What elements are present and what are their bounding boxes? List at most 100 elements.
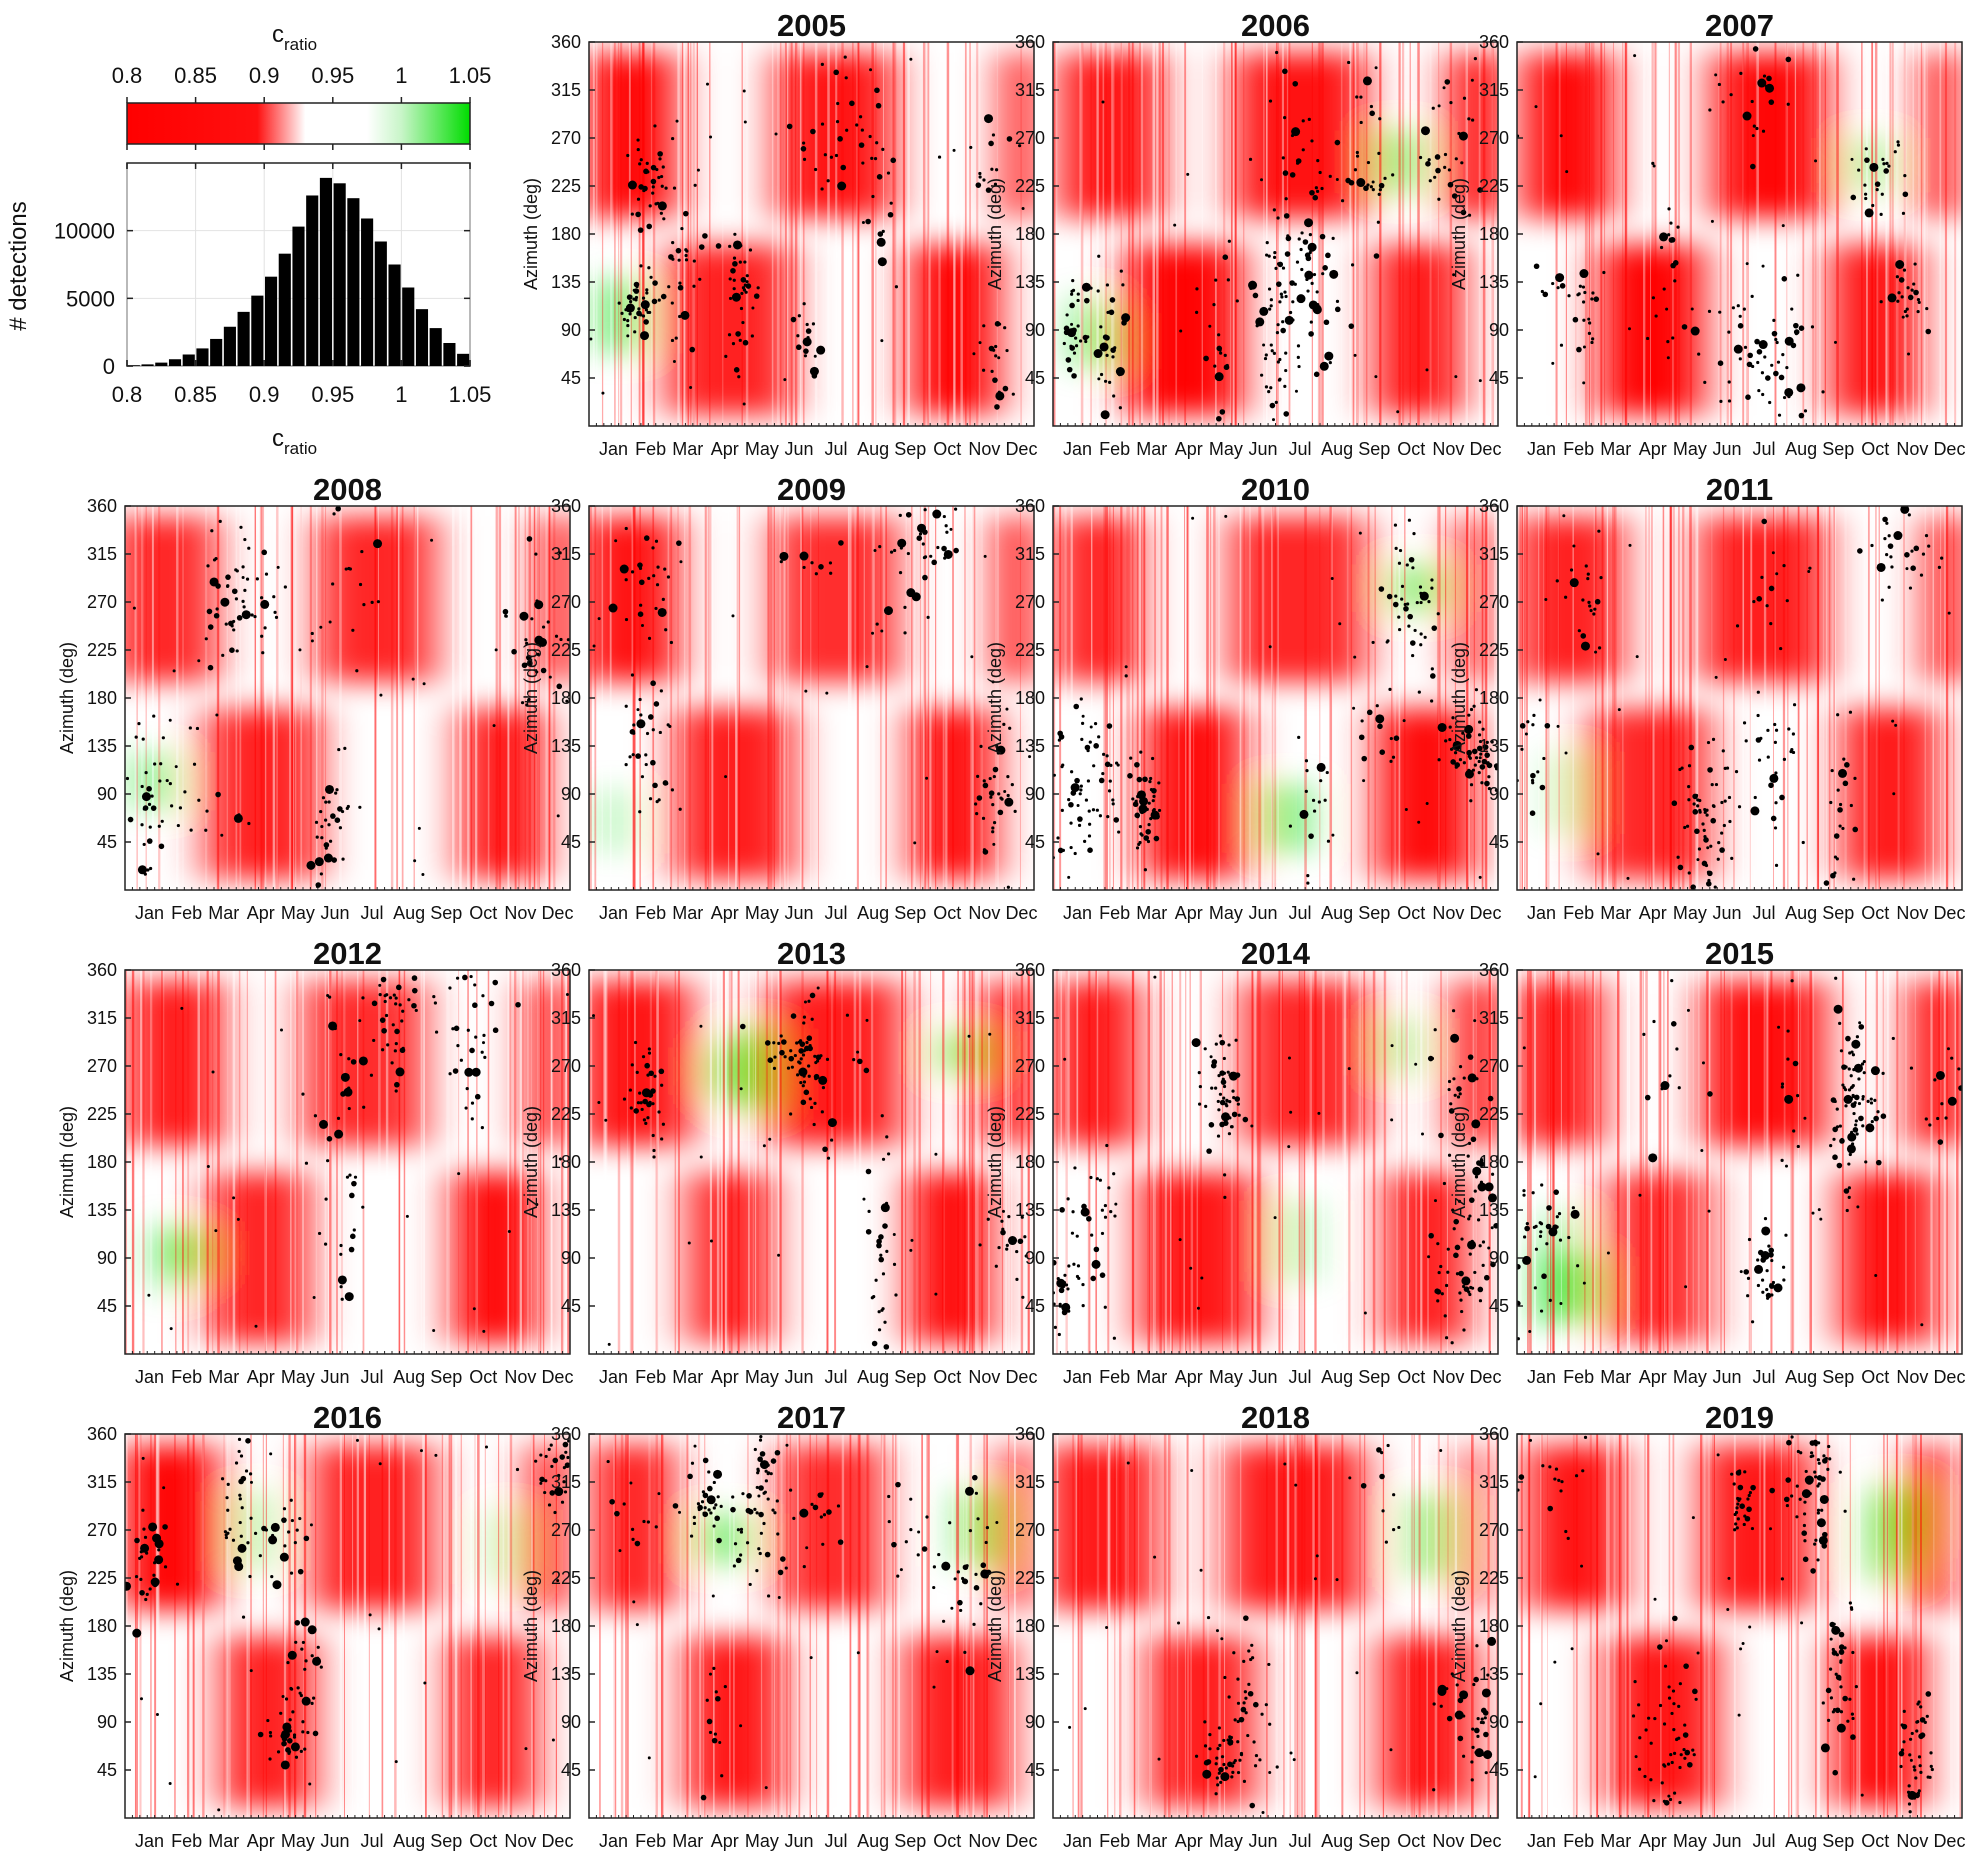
detection-point: [641, 1088, 651, 1098]
detection-point: [343, 1087, 353, 1097]
heatmap-streak: [145, 506, 147, 890]
detection-point: [689, 385, 693, 389]
detection-point: [1003, 789, 1007, 793]
detection-point: [624, 526, 628, 531]
detection-point: [1173, 223, 1177, 227]
heatmap-streak: [1654, 42, 1656, 426]
detection-point: [730, 1506, 736, 1513]
detection-point: [1479, 752, 1483, 756]
detection-point: [141, 1508, 145, 1512]
detection-point: [1558, 1238, 1563, 1242]
heatmap-streak: [300, 506, 302, 890]
detection-point: [1494, 788, 1498, 792]
detection-point: [777, 1569, 784, 1576]
heatmap-region-low: [1373, 244, 1464, 416]
heatmap-streak: [1141, 506, 1143, 890]
heatmap-region-low: [1698, 516, 1828, 682]
detection-point: [630, 673, 635, 677]
heatmap-streak: [1866, 42, 1868, 426]
detection-point: [1793, 329, 1800, 335]
heatmap-streak: [783, 506, 786, 890]
heatmap-streak: [1263, 42, 1265, 426]
detection-point: [1758, 340, 1768, 350]
heatmap-streak: [1787, 506, 1789, 890]
detection-point: [1462, 1076, 1466, 1080]
detection-point: [1879, 212, 1883, 217]
detection-point: [268, 1535, 278, 1545]
heatmap-streak: [1007, 970, 1010, 1354]
detection-point: [1907, 513, 1911, 517]
detection-point: [676, 540, 682, 546]
heatmap-streak: [955, 1434, 958, 1818]
detection-point: [700, 1500, 705, 1504]
detection-point: [134, 1574, 139, 1579]
detection-point: [732, 1564, 736, 1568]
detection-point: [633, 330, 637, 334]
detection-point: [1118, 406, 1122, 410]
detection-point: [1403, 605, 1409, 612]
detection-point: [926, 615, 930, 619]
detection-point: [1271, 418, 1275, 422]
detection-point: [1476, 745, 1483, 752]
detection-point: [154, 1555, 164, 1565]
heatmap-streak: [1317, 42, 1321, 426]
month-tick-label: Dec: [1933, 439, 1965, 459]
heatmap-streak: [548, 506, 551, 890]
detection-point: [1855, 1132, 1859, 1136]
detection-point: [1659, 245, 1664, 250]
detection-point: [1670, 1020, 1677, 1027]
detection-point: [189, 828, 193, 832]
detection-point: [154, 1539, 164, 1549]
detection-point: [637, 611, 644, 617]
month-tick-label: Feb: [635, 439, 666, 459]
detection-point: [770, 1458, 777, 1464]
detection-point: [1113, 1214, 1117, 1218]
detection-point: [910, 1238, 914, 1242]
detection-point: [1106, 815, 1110, 819]
azimuth-axis-label: Azimuth (deg): [57, 642, 77, 754]
detection-point: [1206, 1148, 1212, 1154]
heatmap-streak: [1319, 506, 1321, 890]
month-tick-label: Jul: [1753, 1367, 1776, 1387]
heatmap-region-low: [909, 244, 1000, 416]
heatmap-streak: [413, 506, 416, 890]
detection-point: [1921, 552, 1926, 556]
detection-point: [1114, 1202, 1118, 1206]
detection-point: [1222, 254, 1229, 260]
detection-point: [1412, 532, 1416, 536]
detection-point: [1287, 1145, 1291, 1149]
detection-point: [1400, 597, 1404, 601]
detection-point: [1570, 1209, 1580, 1219]
detection-point: [347, 1086, 351, 1090]
heatmap-streak: [300, 506, 303, 890]
heatmap-streak: [206, 970, 209, 1354]
detection-point: [1559, 343, 1564, 347]
detection-point: [1753, 795, 1757, 800]
detection-point: [1369, 104, 1374, 109]
detection-point: [1353, 353, 1357, 357]
detection-point: [1437, 722, 1447, 732]
detection-point: [206, 1165, 210, 1169]
detection-point: [139, 1577, 143, 1581]
detection-point: [1883, 168, 1889, 174]
heatmap-streak: [1120, 42, 1123, 426]
detection-point: [1308, 300, 1318, 310]
detection-point: [1444, 1283, 1449, 1288]
heatmap-streak: [1454, 506, 1456, 890]
detection-point: [675, 119, 679, 123]
detection-point: [1910, 565, 1916, 571]
detection-point: [1242, 1116, 1249, 1123]
azimuth-axis-label: Azimuth (deg): [1449, 178, 1469, 290]
month-tick-label: Sep: [894, 1367, 926, 1387]
detection-point: [1477, 759, 1481, 764]
heatmap-streak: [262, 506, 265, 890]
detection-point: [394, 1028, 400, 1035]
detection-point: [739, 1530, 744, 1534]
heatmap-streak: [1394, 506, 1396, 890]
detection-point: [784, 1566, 788, 1570]
detection-point: [547, 1503, 552, 1507]
detection-point: [1093, 743, 1099, 749]
heatmap-streaks: [589, 506, 1021, 890]
detection-point: [1335, 177, 1339, 181]
detection-point: [1589, 608, 1593, 613]
